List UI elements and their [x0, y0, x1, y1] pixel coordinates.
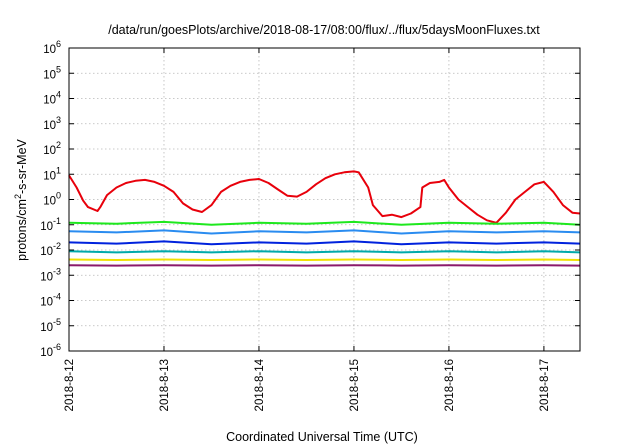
x-tick-label: 2018-8-13 [159, 359, 171, 411]
y-tick-label: 102 [43, 140, 61, 157]
y-tick-label: 106 [43, 39, 61, 56]
series-lines [68, 170, 581, 267]
series-line-3 [68, 229, 581, 235]
x-tick-label: 2018-8-15 [349, 359, 361, 411]
y-tick-label: 10-5 [40, 317, 61, 334]
x-tick-label: 2018-8-17 [539, 359, 551, 411]
series-line-6 [68, 258, 581, 261]
y-tick-label: 10-1 [40, 216, 61, 233]
y-axis-label-pre: protons/cm [15, 199, 29, 261]
y-tick-label: 10-3 [40, 266, 61, 283]
y-axis-label-sup: 2 [13, 194, 23, 199]
y-tick-label: 104 [43, 90, 61, 107]
grid [69, 48, 580, 351]
y-tick-label: 10-2 [40, 241, 61, 258]
x-tick-label: 2018-8-14 [254, 358, 266, 411]
series-line-4 [68, 240, 581, 246]
y-tick-label: 100 [43, 191, 61, 208]
series-line-1 [68, 170, 581, 224]
y-tick-label: 101 [43, 165, 61, 182]
chart-title: /data/run/goesPlots/archive/2018-08-17/0… [108, 23, 540, 37]
y-tick-label: 10-4 [40, 292, 61, 309]
x-axis-label: Coordinated Universal Time (UTC) [226, 430, 418, 444]
x-tick-label: 2018-8-16 [444, 359, 456, 411]
y-axis-label-post: -s-sr-MeV [15, 138, 29, 194]
x-tick-label: 2018-8-12 [64, 359, 76, 411]
series-line-5 [68, 250, 581, 254]
series-line-2 [68, 220, 581, 226]
y-tick-label: 103 [43, 115, 61, 132]
y-axis-ticks: 10-6 10-5 10-4 10-3 10-2 10-1 100 101 102 103 104 1… [40, 39, 580, 359]
y-axis-label: protons/cm2-s-sr-MeV [13, 138, 29, 260]
y-tick-label: 10-6 [40, 342, 61, 359]
y-tick-label: 105 [43, 64, 61, 81]
x-axis-ticks: 2018-8-12 2018-8-13 2018-8-14 2018-8-15 2018… [64, 48, 551, 411]
